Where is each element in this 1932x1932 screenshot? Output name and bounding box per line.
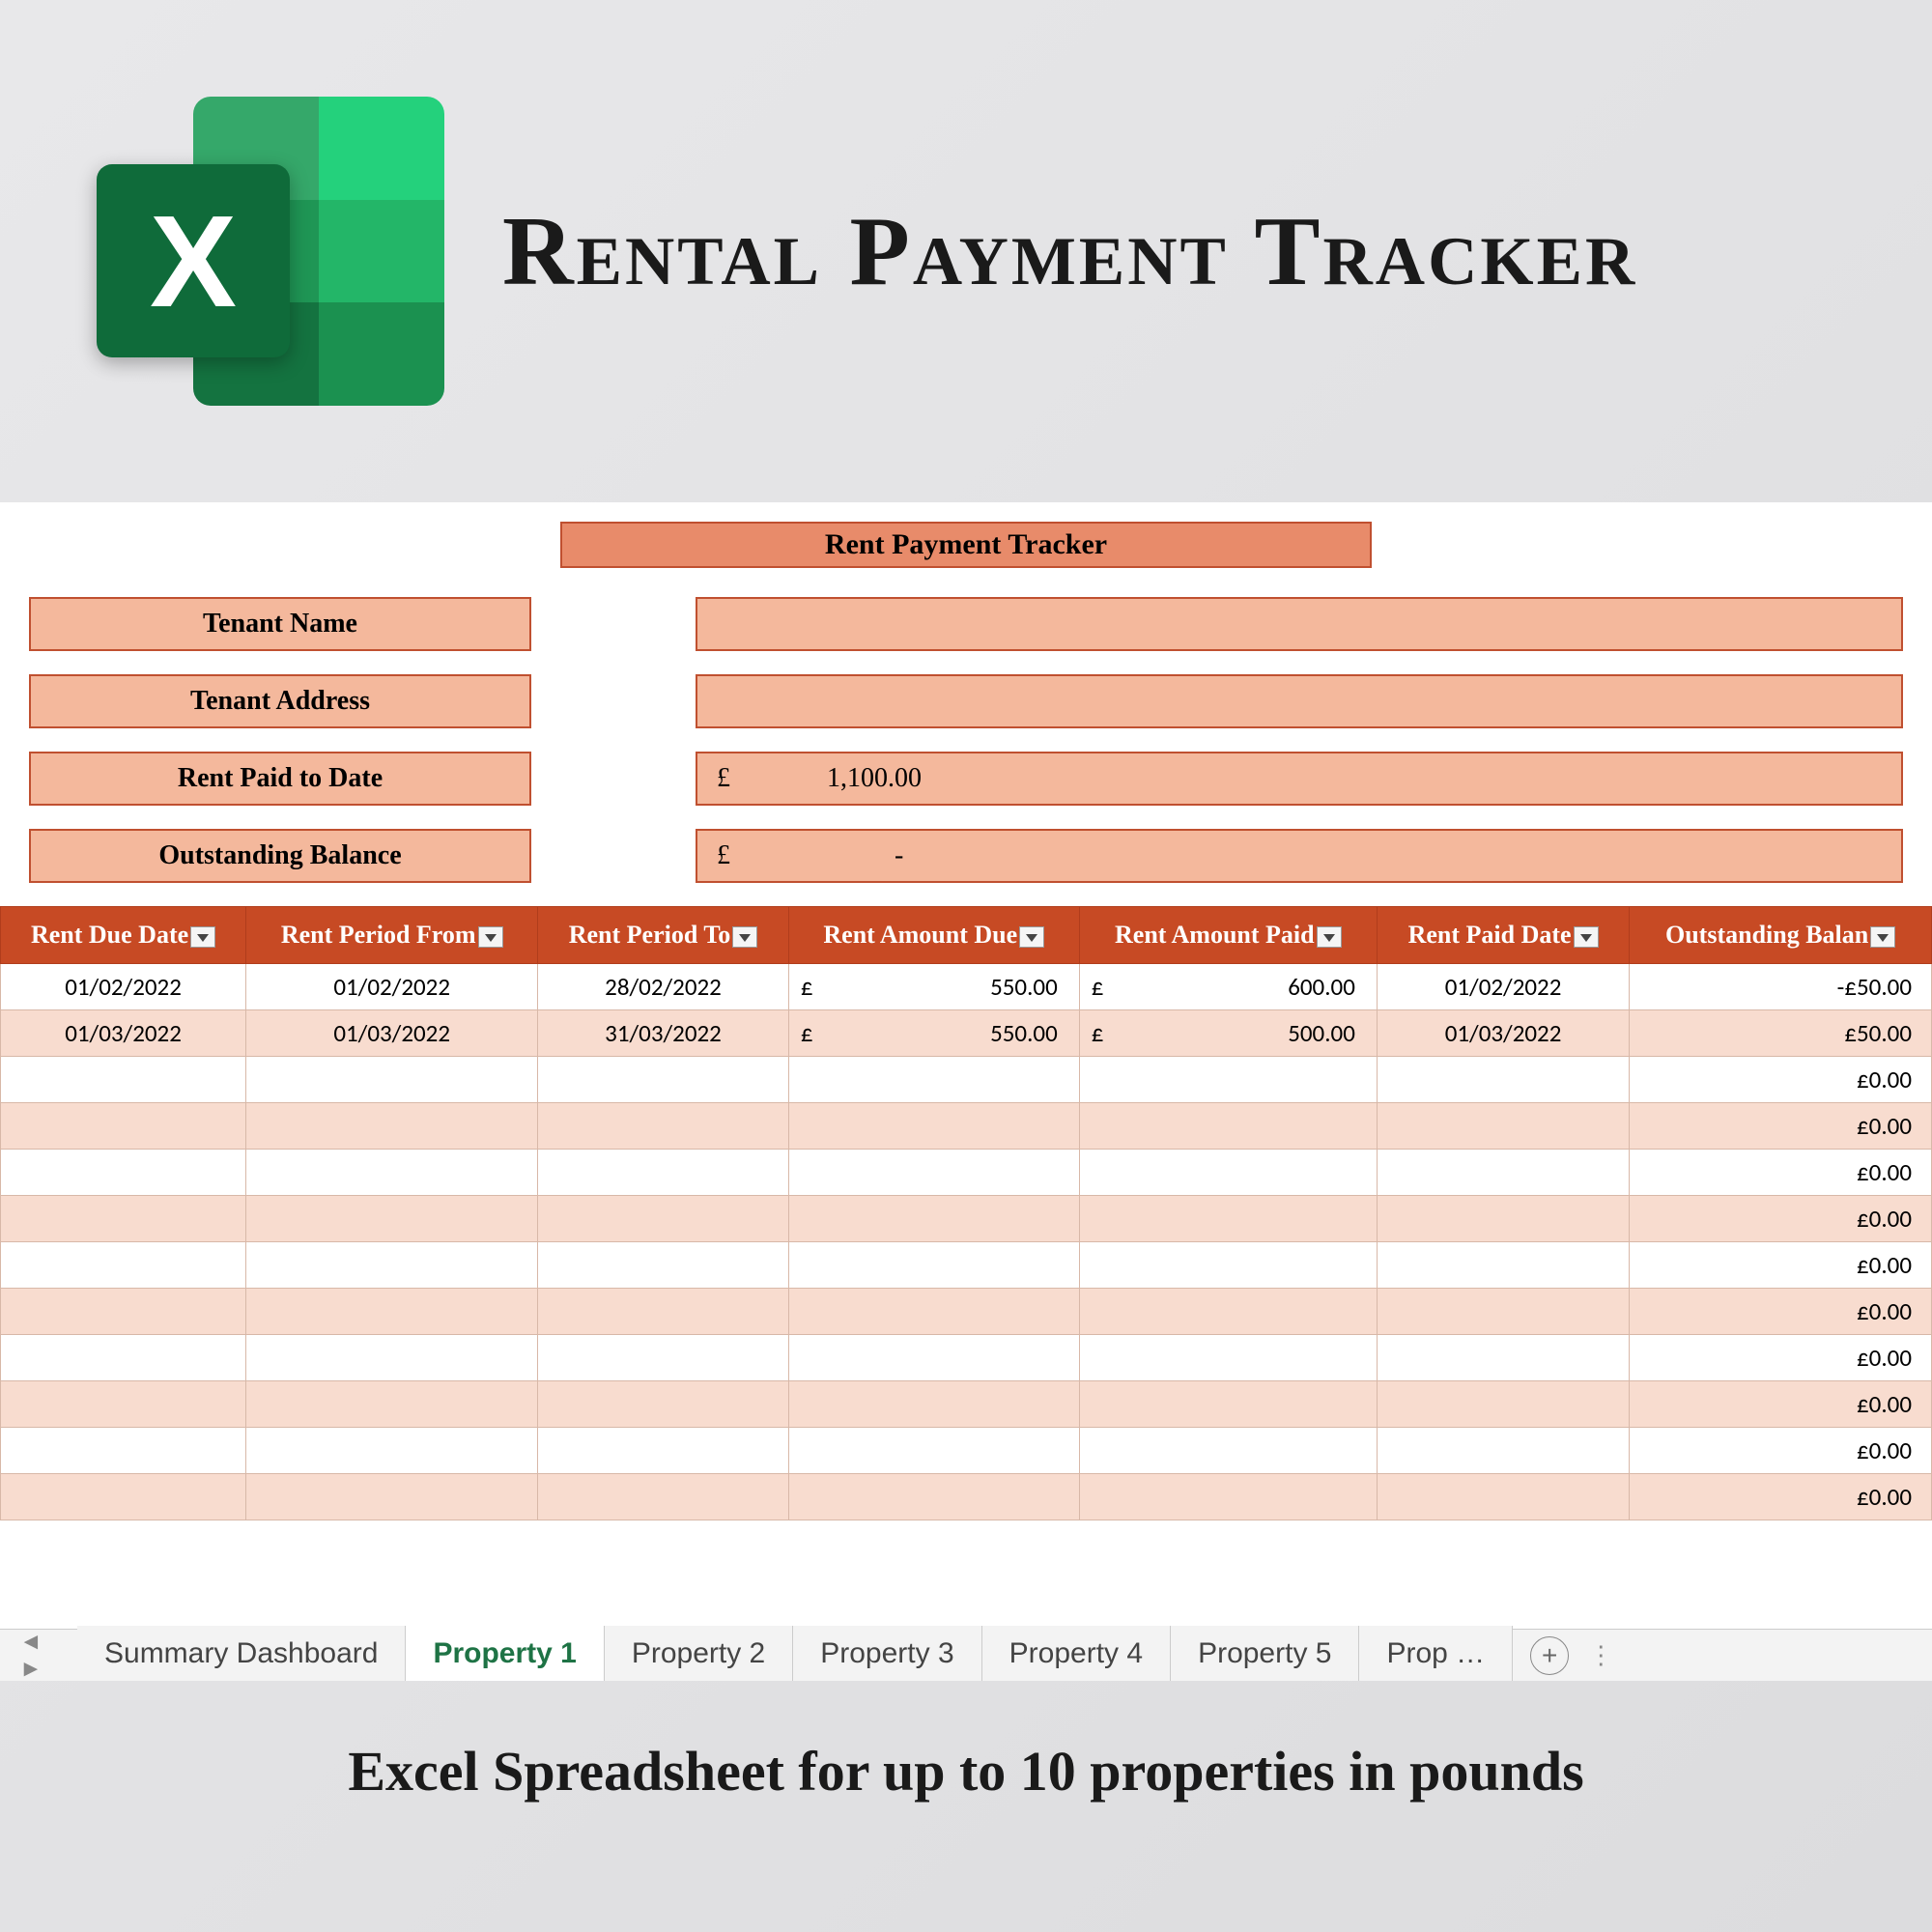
info-section: Tenant Name Tenant Address Rent Paid to … — [0, 597, 1932, 883]
sheet-tab[interactable]: Property 2 — [605, 1626, 793, 1681]
tab-menu-icon[interactable]: ⋮ — [1588, 1640, 1615, 1670]
table-row[interactable]: £0.00 — [1, 1057, 1932, 1103]
table-row[interactable]: £0.00 — [1, 1196, 1932, 1242]
sheet-tab[interactable]: Property 1 — [406, 1626, 604, 1681]
table-row[interactable]: 01/03/202201/03/202231/03/2022£550.00£50… — [1, 1010, 1932, 1057]
filter-dropdown-icon[interactable] — [732, 926, 757, 948]
outstanding-balance-label: Outstanding Balance — [29, 829, 531, 883]
page-title: Rental Payment Tracker — [502, 195, 1637, 308]
spreadsheet-window: Rent Payment Tracker Tenant Name Tenant … — [0, 502, 1932, 1681]
excel-icon-letter: X — [150, 186, 237, 336]
column-header[interactable]: Outstanding Balan — [1630, 907, 1932, 964]
sheet-title: Rent Payment Tracker — [560, 522, 1372, 568]
rent-paid-to-date-value: £ 1,100.00 — [696, 752, 1903, 806]
table-row[interactable]: 01/02/202201/02/202228/02/2022£550.00£60… — [1, 964, 1932, 1010]
column-header[interactable]: Rent Due Date — [1, 907, 246, 964]
column-header[interactable]: Rent Period From — [246, 907, 538, 964]
promo-footer: Excel Spreadsheet for up to 10 propertie… — [0, 1681, 1932, 1804]
excel-icon: X — [97, 97, 444, 406]
tenant-name-label: Tenant Name — [29, 597, 531, 651]
sheet-tabs-bar: ◄ ► Summary DashboardProperty 1Property … — [0, 1629, 1932, 1681]
rent-table: Rent Due DateRent Period FromRent Period… — [0, 906, 1932, 1520]
sheet-tab[interactable]: Prop … — [1359, 1626, 1513, 1681]
promo-header: X Rental Payment Tracker — [0, 0, 1932, 464]
add-sheet-button[interactable]: + — [1530, 1636, 1569, 1675]
tab-scroll-icon[interactable]: ◄ ► — [19, 1629, 58, 1682]
column-header[interactable]: Rent Amount Due — [788, 907, 1079, 964]
outstanding-balance-value: £ - — [696, 829, 1903, 883]
tenant-name-value[interactable] — [696, 597, 1903, 651]
rent-paid-to-date-label: Rent Paid to Date — [29, 752, 531, 806]
table-row[interactable]: £0.00 — [1, 1150, 1932, 1196]
filter-dropdown-icon[interactable] — [1317, 926, 1342, 948]
table-row[interactable]: £0.00 — [1, 1381, 1932, 1428]
sheet-tab[interactable]: Property 5 — [1171, 1626, 1359, 1681]
table-row[interactable]: £0.00 — [1, 1428, 1932, 1474]
table-row[interactable]: £0.00 — [1, 1289, 1932, 1335]
table-row[interactable]: £0.00 — [1, 1103, 1932, 1150]
tenant-address-label: Tenant Address — [29, 674, 531, 728]
filter-dropdown-icon[interactable] — [190, 926, 215, 948]
filter-dropdown-icon[interactable] — [478, 926, 503, 948]
column-header[interactable]: Rent Paid Date — [1377, 907, 1629, 964]
tenant-address-value[interactable] — [696, 674, 1903, 728]
sheet-tab[interactable]: Summary Dashboard — [77, 1626, 406, 1681]
column-header[interactable]: Rent Amount Paid — [1079, 907, 1377, 964]
table-row[interactable]: £0.00 — [1, 1474, 1932, 1520]
filter-dropdown-icon[interactable] — [1574, 926, 1599, 948]
filter-dropdown-icon[interactable] — [1019, 926, 1044, 948]
table-row[interactable]: £0.00 — [1, 1242, 1932, 1289]
column-header[interactable]: Rent Period To — [538, 907, 789, 964]
table-row[interactable]: £0.00 — [1, 1335, 1932, 1381]
filter-dropdown-icon[interactable] — [1870, 926, 1895, 948]
sheet-tab[interactable]: Property 4 — [982, 1626, 1171, 1681]
sheet-tab[interactable]: Property 3 — [793, 1626, 981, 1681]
